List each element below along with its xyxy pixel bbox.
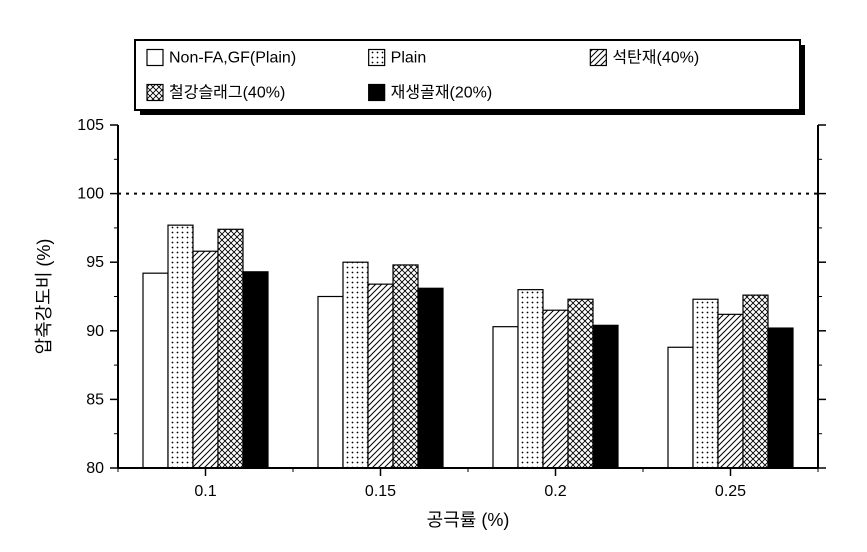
bar (193, 251, 218, 468)
bar (518, 290, 543, 468)
legend-swatch (147, 50, 163, 66)
ytick-label: 90 (86, 323, 104, 340)
bar (668, 347, 693, 468)
bar (743, 295, 768, 468)
bar (168, 225, 193, 468)
legend-label: Non-FA,GF(Plain) (169, 50, 296, 67)
legend-label: 석탄재(40%) (612, 49, 699, 67)
legend-swatch (369, 50, 385, 66)
bar (493, 327, 518, 468)
xtick-label: 0.15 (365, 483, 396, 500)
bar (693, 299, 718, 468)
xtick-label: 0.1 (194, 483, 216, 500)
bar (318, 297, 343, 469)
ytick-label: 105 (77, 117, 104, 134)
bar (543, 310, 568, 468)
legend-label: 재생골재(20%) (391, 84, 493, 102)
y-axis-label: 압축강도비 (%) (34, 239, 54, 355)
legend-swatch (369, 85, 385, 101)
legend-label: 철강슬래그(40%) (169, 84, 285, 102)
bar (393, 265, 418, 468)
bar (218, 229, 243, 468)
bars-group (143, 225, 793, 468)
legend-label: Plain (391, 50, 427, 67)
bar (718, 314, 743, 468)
bar (418, 288, 443, 468)
ytick-label: 100 (77, 186, 104, 203)
x-axis-label: 공극률 (%) (427, 510, 510, 530)
legend-swatch (147, 85, 163, 101)
bar (143, 273, 168, 468)
bar-chart: 80 85 90 95 100 105 0.1 0.15 0.2 0.25 압축강도비 (%) 공극률… (0, 0, 867, 552)
xtick-label: 0.25 (715, 483, 746, 500)
chart-container: 80 85 90 95 100 105 0.1 0.15 0.2 0.25 압축강도비 (%) 공극률… (0, 0, 867, 552)
bar (593, 325, 618, 468)
ytick-label: 95 (86, 254, 104, 271)
ytick-label: 80 (86, 460, 104, 477)
bar (568, 299, 593, 468)
ytick-label: 85 (86, 391, 104, 408)
bar (768, 328, 793, 468)
xtick-label: 0.2 (544, 483, 566, 500)
bar (243, 272, 268, 468)
bar (343, 262, 368, 468)
bar (368, 284, 393, 468)
legend-swatch (590, 50, 606, 66)
